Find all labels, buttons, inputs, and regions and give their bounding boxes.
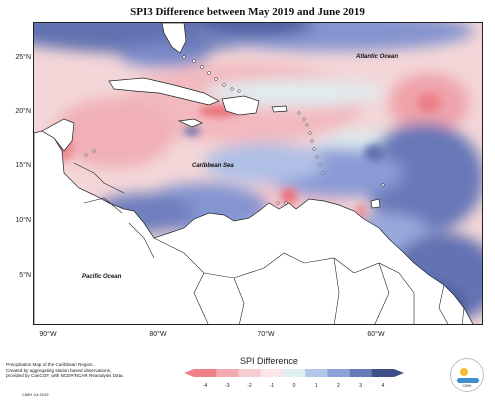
puerto-rico bbox=[271, 105, 288, 113]
legend-tick-label: 1 bbox=[315, 383, 318, 389]
credit-text: CIMH Jul 2019 bbox=[22, 392, 49, 397]
legend-swatch bbox=[305, 369, 328, 377]
legend-tick-label: -4 bbox=[203, 383, 208, 389]
label-caribbean-sea: Caribbean Sea bbox=[192, 163, 234, 169]
trinidad bbox=[370, 198, 381, 209]
map-panel: Atlantic Ocean Caribbean Sea Pacific Oce… bbox=[33, 22, 483, 325]
lon-label-60w: 60°W bbox=[367, 331, 385, 338]
legend-colorbar: -4 -3 -2 -1 0 1 2 3 4 bbox=[184, 369, 404, 389]
legend-tick-label: 4 bbox=[381, 383, 384, 389]
legend-title: SPI Difference bbox=[240, 356, 298, 366]
legend-swatch bbox=[216, 369, 239, 377]
legend-tick-label: 0 bbox=[293, 383, 296, 389]
logo-text: CIMH bbox=[462, 384, 472, 388]
legend-swatch bbox=[238, 369, 261, 377]
footnote-line-3: provided by CariCOF, with NCEP/NCAR Rean… bbox=[6, 373, 124, 379]
label-pacific-ocean: Pacific Ocean bbox=[82, 274, 122, 280]
map-title: SPI3 Difference between May 2019 and Jun… bbox=[130, 6, 365, 18]
lat-label-5n: 5°N bbox=[19, 272, 31, 279]
legend-tick-label: 3 bbox=[359, 383, 362, 389]
legend-tick-label: -2 bbox=[247, 383, 252, 389]
mainland bbox=[34, 130, 474, 324]
legend-tick-label: -1 bbox=[270, 383, 275, 389]
lat-label-10n: 10°N bbox=[15, 217, 31, 224]
footnote: Precipitation Map of the Caribbean Regio… bbox=[6, 362, 156, 379]
legend-swatch bbox=[194, 369, 217, 377]
cuba bbox=[108, 77, 220, 106]
map-canvas bbox=[34, 23, 482, 324]
footnote-line-1: Precipitation Map of the Caribbean Regio… bbox=[6, 362, 94, 367]
legend-swatch bbox=[260, 369, 284, 377]
lon-label-80w: 80°W bbox=[149, 331, 167, 338]
legend-swatch bbox=[282, 369, 306, 377]
legend-tick-label: -3 bbox=[225, 383, 230, 389]
jamaica bbox=[177, 118, 203, 128]
label-atlantic-ocean: Atlantic Ocean bbox=[356, 54, 399, 60]
wave-icon bbox=[457, 378, 479, 383]
legend-tick-label: 2 bbox=[337, 383, 340, 389]
legend-swatch bbox=[371, 369, 395, 377]
footnote-line-2: Created by aggregating station based obs… bbox=[6, 367, 112, 373]
florida bbox=[161, 23, 187, 54]
lat-label-20n: 20°N bbox=[15, 108, 31, 115]
lat-label-15n: 15°N bbox=[15, 162, 31, 169]
land-masses bbox=[34, 23, 474, 324]
lat-label-25n: 25°N bbox=[15, 54, 31, 61]
sun-icon bbox=[460, 368, 468, 376]
legend-swatch bbox=[327, 369, 350, 377]
country-borders bbox=[73, 162, 465, 324]
legend-arrow-left bbox=[184, 369, 194, 377]
lon-label-90w: 90°W bbox=[39, 331, 57, 338]
legend-swatch bbox=[349, 369, 373, 377]
legend-arrow-right bbox=[394, 369, 404, 377]
lon-label-70w: 70°W bbox=[257, 331, 275, 338]
yucatan bbox=[41, 118, 75, 152]
cimh-logo: CIMH bbox=[450, 358, 484, 392]
hispaniola bbox=[221, 95, 260, 116]
small-islands bbox=[84, 55, 385, 205]
anomaly-shading bbox=[34, 23, 482, 324]
